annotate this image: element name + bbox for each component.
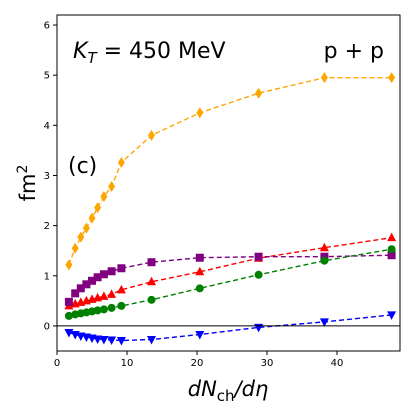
data-point — [148, 129, 155, 141]
data-point — [64, 297, 73, 306]
data-point — [320, 256, 329, 265]
y-axis-title: fm2 — [15, 165, 40, 202]
data-point — [195, 266, 205, 276]
data-point — [195, 330, 205, 340]
data-point — [77, 231, 85, 243]
data-point — [319, 242, 329, 252]
data-point — [319, 318, 329, 327]
series-line — [68, 237, 392, 307]
y-tick-label: 2 — [44, 221, 50, 232]
data-point — [388, 72, 396, 84]
data-point — [99, 270, 108, 279]
series-circle — [64, 245, 396, 320]
ticks-layer: 0 10 20 30 40 0 1 2 3 4 5 6 — [44, 21, 344, 369]
data-point — [93, 335, 103, 344]
data-point — [387, 311, 397, 320]
data-point — [99, 335, 109, 345]
data-point — [254, 270, 263, 279]
data-point — [196, 107, 204, 119]
data-point — [387, 251, 396, 260]
data-point — [107, 289, 117, 298]
series-layer — [64, 72, 397, 346]
y-tick-label: 3 — [44, 171, 50, 182]
data-point — [147, 276, 156, 286]
plot-background — [57, 15, 400, 351]
data-point — [100, 191, 108, 203]
data-point — [65, 259, 73, 271]
y-tick-label: 0 — [44, 321, 50, 332]
data-point — [147, 335, 156, 345]
kt-annotation: KT = 450 MeV — [73, 39, 226, 67]
data-point — [255, 87, 263, 99]
series-line — [68, 77, 392, 265]
x-tick-label: 20 — [191, 358, 204, 369]
data-point — [195, 284, 204, 293]
x-tick-label: 40 — [331, 358, 344, 369]
data-point — [254, 252, 263, 261]
data-point — [147, 295, 156, 304]
data-point — [147, 258, 156, 267]
data-point — [88, 212, 96, 224]
data-point — [117, 156, 125, 168]
series-line — [68, 248, 392, 317]
data-point — [94, 202, 102, 214]
x-tick-label: 0 — [54, 358, 60, 369]
data-point — [387, 245, 396, 254]
data-point — [93, 306, 102, 315]
data-point — [387, 232, 397, 242]
data-point — [117, 301, 126, 310]
series-triangle-up — [64, 232, 397, 310]
data-point — [195, 253, 204, 262]
x-axis-title: dNch/dη — [188, 377, 269, 405]
y-tick-label: 5 — [44, 71, 50, 82]
data-point — [107, 267, 116, 276]
series-diamond — [65, 72, 396, 271]
data-point — [71, 242, 79, 254]
data-point — [82, 222, 90, 234]
y-tick-label: 4 — [44, 121, 50, 132]
data-point — [116, 284, 126, 294]
data-point — [116, 336, 126, 346]
data-point — [64, 311, 73, 320]
system-annotation: p + p — [324, 39, 384, 64]
x-tick-label: 10 — [121, 358, 134, 369]
panel-label: (c) — [68, 154, 97, 179]
plot-frame — [56, 14, 401, 352]
y-tick-label: 1 — [44, 271, 50, 282]
data-point — [108, 181, 116, 193]
y-tick-label: 6 — [44, 21, 50, 32]
data-point — [93, 273, 102, 282]
series-square — [64, 251, 396, 306]
x-tick-label: 30 — [261, 358, 274, 369]
data-point — [99, 305, 108, 314]
data-point — [107, 303, 116, 312]
data-point — [320, 72, 328, 84]
data-point — [107, 336, 117, 345]
data-point — [117, 264, 126, 273]
data-point — [99, 291, 109, 300]
